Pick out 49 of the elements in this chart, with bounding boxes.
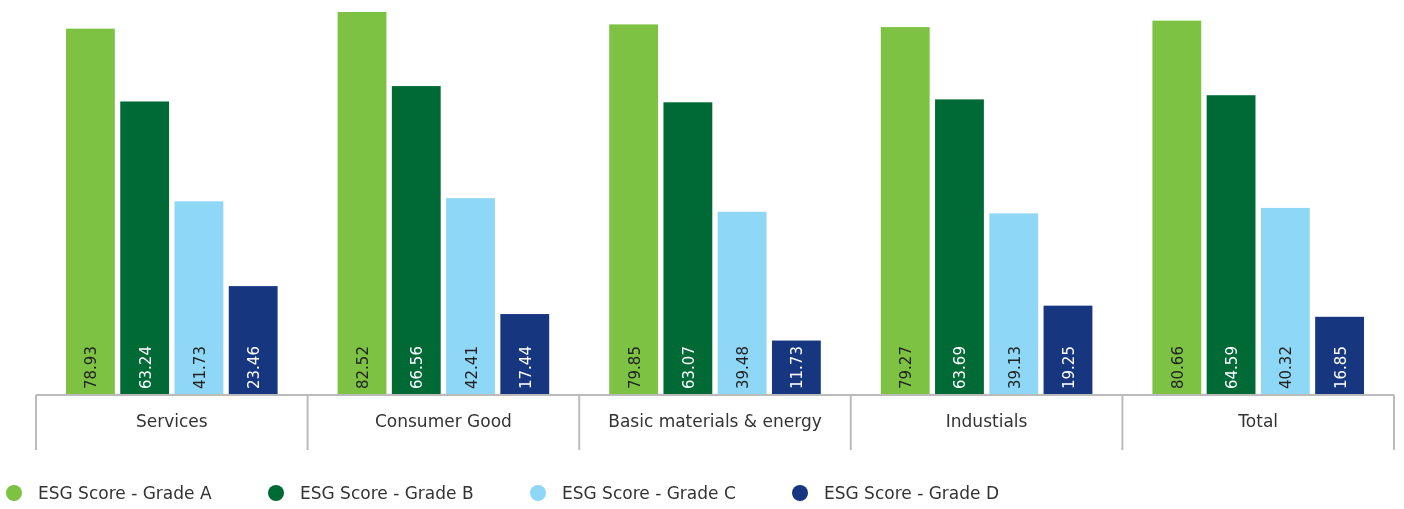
bar — [66, 28, 115, 395]
data-label: 63.69 — [951, 346, 970, 389]
x-tick-label: Total — [1237, 411, 1279, 431]
legend-label: ESG Score - Grade B — [300, 483, 474, 503]
bar — [500, 314, 550, 395]
data-label: 79.85 — [625, 346, 644, 389]
data-label: 19.25 — [1059, 346, 1078, 389]
data-label: 11.73 — [788, 346, 807, 389]
bar — [771, 340, 821, 395]
legend-label: ESG Score - Grade C — [562, 483, 736, 503]
bar — [1043, 305, 1093, 395]
legend-label: ESG Score - Grade A — [38, 483, 212, 503]
bar — [880, 27, 930, 395]
bar — [228, 286, 278, 395]
data-label: 80.66 — [1168, 346, 1187, 389]
bar — [391, 86, 441, 395]
data-label: 17.44 — [516, 346, 535, 389]
x-tick-label: Consumer Good — [374, 411, 512, 431]
bar — [1152, 20, 1202, 395]
data-label: 42.41 — [462, 346, 481, 389]
data-label: 63.07 — [679, 346, 698, 389]
bar — [609, 24, 659, 395]
data-label: 82.52 — [354, 346, 373, 389]
bar — [120, 101, 170, 395]
data-label: 23.46 — [245, 346, 264, 389]
data-label: 78.93 — [82, 346, 101, 389]
data-label: 40.32 — [1277, 346, 1296, 389]
x-tick-label: Services — [135, 411, 208, 431]
data-label: 39.48 — [734, 346, 753, 389]
bar — [935, 99, 984, 395]
x-tick-label: Basic materials & energy — [608, 411, 822, 431]
data-label: 41.73 — [190, 346, 209, 389]
data-label: 63.24 — [136, 346, 155, 389]
data-label: 66.56 — [408, 346, 427, 389]
bar — [446, 198, 495, 395]
bar — [1206, 95, 1256, 395]
x-tick-label: Industials — [945, 411, 1028, 431]
bar — [717, 211, 767, 395]
bar — [1260, 207, 1310, 395]
bar — [1315, 316, 1364, 395]
data-label: 64.59 — [1223, 346, 1242, 389]
data-label: 39.13 — [1005, 346, 1024, 389]
legend-label: ESG Score - Grade D — [824, 483, 999, 503]
bar — [174, 201, 224, 395]
bar — [337, 12, 387, 395]
data-label: 16.85 — [1331, 346, 1350, 389]
data-label: 79.27 — [897, 346, 916, 389]
bar — [989, 213, 1039, 395]
bar — [663, 102, 713, 395]
